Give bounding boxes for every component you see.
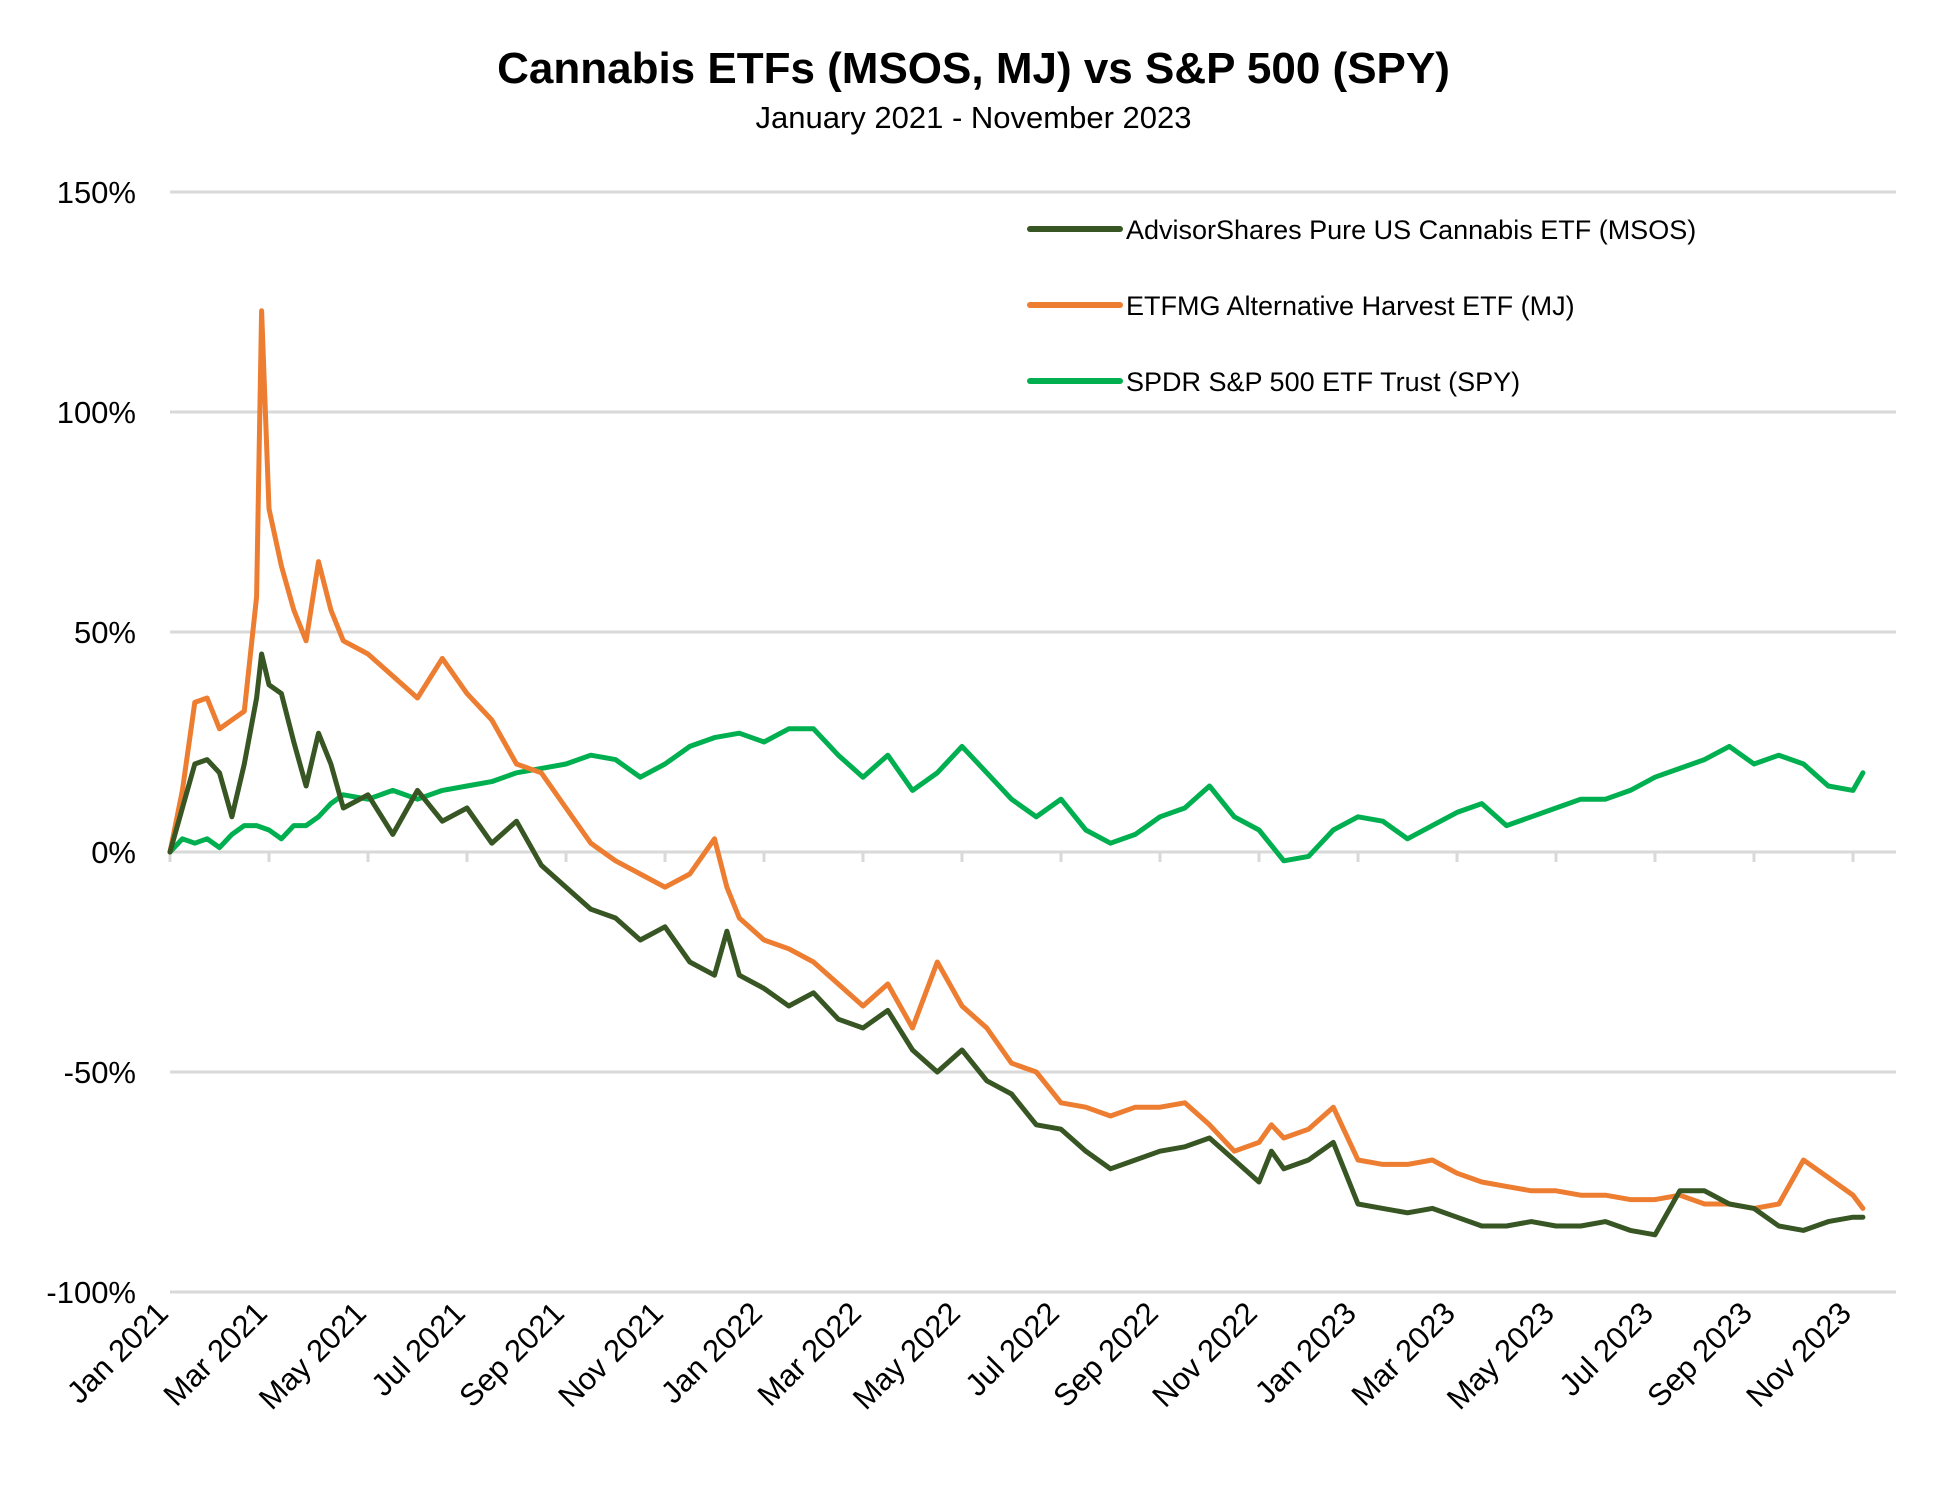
chart-subtitle: January 2021 - November 2023 — [755, 100, 1192, 135]
x-tick-label: Jan 2023 — [1248, 1295, 1363, 1410]
legend-label: AdvisorShares Pure US Cannabis ETF (MSOS… — [1126, 215, 1696, 245]
x-tick-label: Nov 2023 — [1739, 1295, 1858, 1414]
x-tick-label: Sep 2021 — [452, 1295, 571, 1414]
x-tick-label: Sep 2022 — [1046, 1295, 1165, 1414]
x-tick-label: Jan 2021 — [60, 1295, 175, 1410]
chart-title: Cannabis ETFs (MSOS, MJ) vs S&P 500 (SPY… — [497, 44, 1450, 93]
legend: AdvisorShares Pure US Cannabis ETF (MSOS… — [1027, 215, 1696, 397]
y-axis-ticks: 150% 100% 50% 0% -50% -100% — [46, 175, 136, 1310]
y-tick-label: 100% — [57, 395, 136, 430]
mj-line — [167, 308, 1866, 1211]
x-tick-label: May 2023 — [1440, 1295, 1561, 1416]
x-tick-label: May 2021 — [252, 1295, 373, 1416]
y-tick-label: 50% — [74, 615, 136, 650]
spy-line — [167, 726, 1866, 864]
x-tick-label: Jan 2022 — [654, 1295, 769, 1410]
x-tick-label: May 2022 — [846, 1295, 967, 1416]
legend-label: ETFMG Alternative Harvest ETF (MJ) — [1126, 291, 1575, 321]
x-tick-label: Nov 2022 — [1145, 1295, 1264, 1414]
x-tick-label: Nov 2021 — [551, 1295, 670, 1414]
y-tick-label: -50% — [64, 1055, 136, 1090]
legend-label: SPDR S&P 500 ETF Trust (SPY) — [1126, 367, 1520, 397]
y-tick-label: 150% — [57, 175, 136, 210]
x-tick-label: Sep 2023 — [1640, 1295, 1759, 1414]
series-lines — [167, 308, 1866, 1238]
y-tick-label: -100% — [46, 1275, 136, 1310]
gridlines — [168, 190, 1896, 1294]
msos-line — [167, 651, 1866, 1238]
y-tick-label: 0% — [91, 835, 136, 870]
